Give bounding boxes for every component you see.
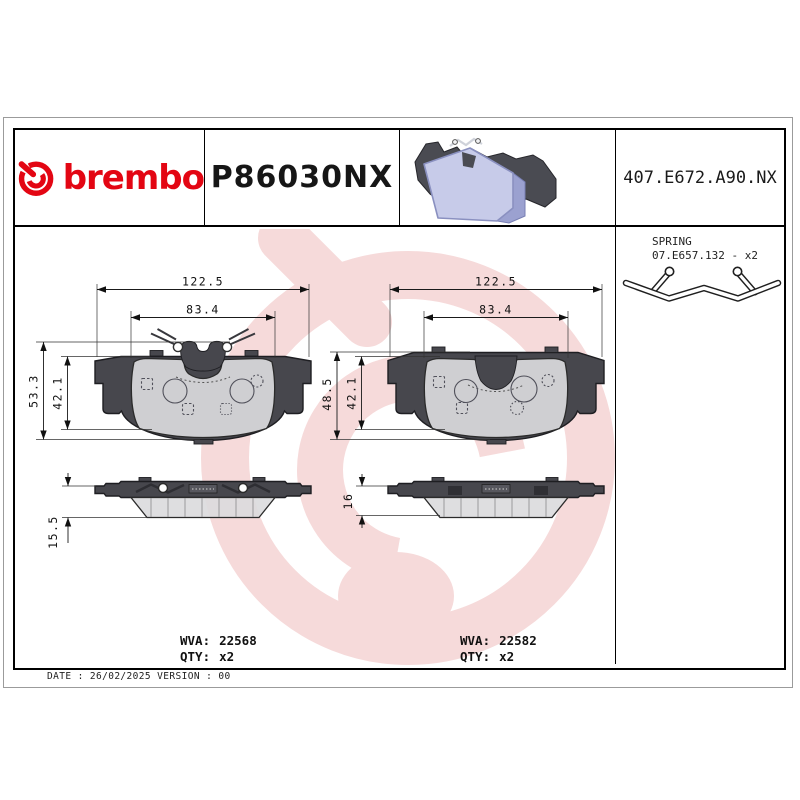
pad3d-spring-pin bbox=[452, 139, 458, 145]
left-friction-pad bbox=[130, 357, 276, 439]
right-wva-block: WVA: 22582 QTY: x2 bbox=[460, 633, 620, 665]
right-qty-row: QTY: x2 bbox=[460, 649, 620, 665]
dim-left-total-width: 122.5 bbox=[182, 275, 224, 289]
left-top-tab bbox=[244, 350, 259, 357]
header-cell-product-image bbox=[400, 130, 615, 227]
right-pad-front-view bbox=[387, 346, 605, 445]
left-dimensions: 122.5 83.4 53.3 42.1 bbox=[27, 275, 310, 440]
right-pad-top-view: 16 bbox=[341, 474, 605, 528]
part-number: P86030NX bbox=[210, 160, 394, 195]
left-hole bbox=[229, 378, 255, 404]
left-wva-block: WVA: 22568 QTY: x2 bbox=[180, 633, 340, 665]
left-bottom-tab bbox=[193, 439, 214, 445]
left-notch-ticks bbox=[175, 376, 231, 383]
brand-wordmark: brembo bbox=[62, 157, 205, 198]
left-top-view-pin-eye bbox=[157, 482, 169, 494]
right-top-tab bbox=[544, 346, 559, 353]
dim-left-pad-height: 42.1 bbox=[51, 376, 65, 410]
qty-label: QTY: bbox=[180, 649, 211, 664]
spring-drawing bbox=[622, 266, 782, 302]
right-feature-square bbox=[455, 401, 469, 415]
left-top-view-hatch bbox=[150, 498, 254, 517]
right-top-view-friction bbox=[422, 496, 570, 519]
left-pad-top-view: 15.5 bbox=[46, 473, 312, 549]
right-wva-row: WVA: 22582 bbox=[460, 633, 620, 649]
spring-code: 07.E657.132 - x2 bbox=[652, 249, 758, 262]
left-hole bbox=[162, 378, 188, 404]
qty-value: x2 bbox=[499, 649, 515, 664]
right-hole bbox=[510, 375, 538, 403]
dim-right-total-width: 122.5 bbox=[475, 275, 517, 289]
spring-section: SPRING 07.E657.132 - x2 bbox=[616, 227, 784, 302]
right-bottom-tab bbox=[486, 439, 507, 445]
left-feature-square bbox=[140, 377, 154, 391]
right-feature-circle bbox=[541, 373, 555, 388]
wva-label: WVA: bbox=[180, 633, 211, 648]
left-wva-row: WVA: 22568 bbox=[180, 633, 340, 649]
technical-drawing-area: 122.5 83.4 53.3 42.1 bbox=[27, 229, 615, 665]
left-pad-front-view bbox=[94, 328, 312, 445]
dim-right-thickness: 16 bbox=[341, 493, 355, 510]
brake-pad-3d-image bbox=[414, 137, 557, 224]
wva-value: 22582 bbox=[499, 633, 537, 648]
spring-wire bbox=[622, 266, 782, 302]
pad3d-friction-face bbox=[423, 147, 514, 222]
reference-code: 407.E672.A90.NX bbox=[623, 167, 777, 188]
dim-right-total-height: 48.5 bbox=[320, 377, 334, 411]
dim-left-thickness: 15.5 bbox=[46, 515, 60, 549]
dim-left-total-height: 53.3 bbox=[27, 374, 41, 408]
right-feature-square bbox=[432, 375, 446, 389]
right-top-view-block bbox=[534, 486, 548, 495]
left-feature-square bbox=[219, 402, 233, 416]
spring-pin-eye bbox=[664, 266, 675, 277]
left-qty-row: QTY: x2 bbox=[180, 649, 340, 665]
brembo-logo-icon bbox=[15, 157, 54, 196]
right-top-view-hatch bbox=[443, 498, 547, 517]
sheet-outer-frame bbox=[3, 117, 793, 688]
right-notch-ticks bbox=[467, 384, 525, 392]
left-feature-circle bbox=[250, 374, 264, 388]
wva-label: WVA: bbox=[460, 633, 491, 648]
left-pin-eye bbox=[172, 341, 184, 353]
spring-title: SPRING bbox=[652, 235, 692, 248]
dim-right-pad-height: 42.1 bbox=[345, 376, 359, 410]
date-version-line: DATE : 26/02/2025 VERSION : 00 bbox=[47, 671, 231, 682]
right-center-bell bbox=[474, 355, 518, 390]
qty-label: QTY: bbox=[460, 649, 491, 664]
right-hole bbox=[453, 378, 479, 404]
left-feature-square bbox=[181, 402, 195, 416]
left-top-view-pin-eye bbox=[237, 482, 249, 494]
right-feature-circle bbox=[509, 400, 525, 416]
right-top-tab bbox=[431, 346, 446, 353]
spring-pin-eye bbox=[732, 266, 743, 277]
pad3d-spring-pin bbox=[475, 138, 481, 144]
left-top-tab bbox=[149, 350, 164, 357]
wva-value: 22568 bbox=[219, 633, 257, 648]
right-column: 407.E672.A90.NX SPRING 07.E657.132 - x2 bbox=[615, 130, 784, 664]
dim-left-pad-width: 83.4 bbox=[186, 303, 220, 317]
drawing-table: brembo P86030NX 407.E672.A90.NX SPRING 0… bbox=[13, 128, 786, 670]
right-dimensions: 122.5 83.4 48.5 42.1 bbox=[320, 275, 603, 440]
left-center-bell bbox=[180, 340, 226, 372]
pad3d-notch bbox=[462, 152, 476, 168]
left-top-view-friction bbox=[129, 496, 277, 519]
reference-code-box: 407.E672.A90.NX bbox=[616, 130, 784, 227]
dim-right-pad-width: 83.4 bbox=[479, 303, 513, 317]
left-pin-eye bbox=[221, 341, 233, 353]
qty-value: x2 bbox=[219, 649, 235, 664]
header-cell-brand: brembo bbox=[15, 130, 205, 227]
right-top-view-block bbox=[448, 486, 462, 495]
header-cell-part-number: P86030NX bbox=[205, 130, 400, 227]
